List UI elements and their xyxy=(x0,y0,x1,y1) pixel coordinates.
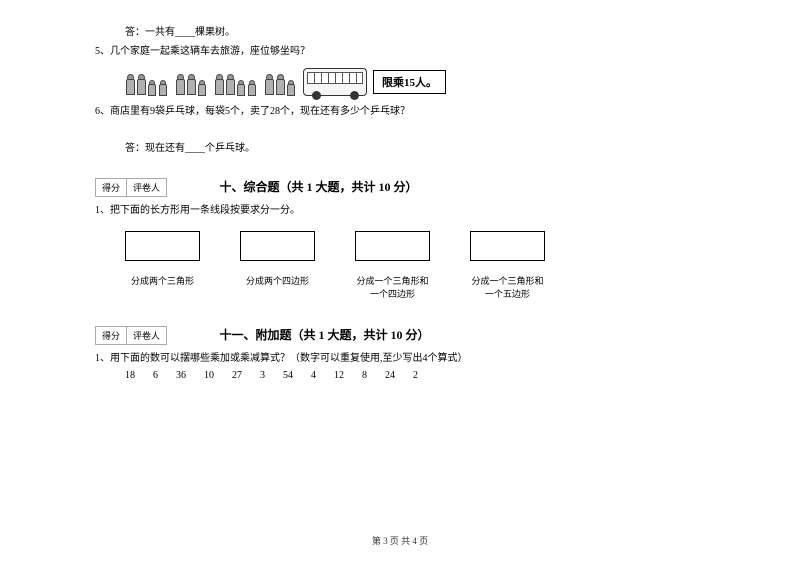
bus-limit-label: 限乘15人。 xyxy=(373,70,446,94)
section10-q1: 1、把下面的长方形用一条线段按要求分一分。 xyxy=(95,203,705,219)
reviewer-label: 评卷人 xyxy=(127,179,166,196)
people-group-4 xyxy=(264,74,295,96)
person-icon xyxy=(264,74,273,96)
score-box: 得分 评卷人 xyxy=(95,178,167,197)
person-icon xyxy=(225,74,234,96)
people-group-1 xyxy=(125,74,167,96)
numbers-row: 18 6 36 10 27 3 54 4 12 8 24 2 xyxy=(95,370,705,381)
rectangles-row: 分成两个三角形 分成两个四边形 分成一个三角形和 一个四边形 分成一个三角形和 … xyxy=(125,231,705,300)
rectangle-shape xyxy=(125,231,200,261)
q6-text: 6、商店里有9袋乒乓球，每袋5个，卖了28个，现在还有多少个乒乓球？ xyxy=(95,104,705,120)
number-item: 2 xyxy=(413,370,418,381)
number-item: 54 xyxy=(283,370,293,381)
bus-wrapper: 限乘15人。 xyxy=(303,68,446,96)
rectangle-shape xyxy=(240,231,315,261)
bus-icon xyxy=(303,68,367,96)
person-icon xyxy=(136,74,145,96)
people-group-2 xyxy=(175,74,206,96)
rect-label-4-line2: 一个五边形 xyxy=(485,289,530,299)
rect-label-3-line1: 分成一个三角形和 xyxy=(356,276,428,286)
rect-item-3: 分成一个三角形和 一个四边形 xyxy=(355,231,430,300)
q5-illustration: 限乘15人。 xyxy=(125,68,705,96)
rect-label-1: 分成两个三角形 xyxy=(131,275,194,288)
people-group-3 xyxy=(214,74,256,96)
rect-label-4: 分成一个三角形和 一个五边形 xyxy=(471,275,543,300)
rect-item-2: 分成两个四边形 xyxy=(240,231,315,300)
person-icon xyxy=(125,74,134,96)
rectangle-shape xyxy=(470,231,545,261)
rect-item-4: 分成一个三角形和 一个五边形 xyxy=(470,231,545,300)
section11-q1: 1、用下面的数可以摆哪些乘加或乘减算式？（数字可以重复使用,至少写出4个算式） xyxy=(95,351,705,367)
score-box: 得分 评卷人 xyxy=(95,326,167,345)
page-footer: 第 3 页 共 4 页 xyxy=(0,534,800,547)
rect-label-3-line2: 一个四边形 xyxy=(370,289,415,299)
person-icon xyxy=(247,80,256,96)
number-item: 4 xyxy=(311,370,316,381)
q6-answer-line: 答：现在还有____个乒乓球。 xyxy=(95,141,705,157)
section-11-title: 十一、附加题（共 1 大题，共计 10 分） xyxy=(220,328,430,342)
number-item: 6 xyxy=(153,370,158,381)
rect-item-1: 分成两个三角形 xyxy=(125,231,200,300)
number-item: 12 xyxy=(334,370,344,381)
rect-label-4-line1: 分成一个三角形和 xyxy=(471,276,543,286)
number-item: 8 xyxy=(362,370,367,381)
person-icon xyxy=(236,80,245,96)
rect-label-3: 分成一个三角形和 一个四边形 xyxy=(356,275,428,300)
person-icon xyxy=(147,80,156,96)
rect-label-2: 分成两个四边形 xyxy=(246,275,309,288)
person-icon xyxy=(286,80,295,96)
number-item: 10 xyxy=(204,370,214,381)
q5-text: 5、几个家庭一起乘这辆车去旅游，座位够坐吗？ xyxy=(95,44,705,60)
rectangle-shape xyxy=(355,231,430,261)
score-label: 得分 xyxy=(96,179,127,196)
number-item: 18 xyxy=(125,370,135,381)
number-item: 36 xyxy=(176,370,186,381)
number-item: 27 xyxy=(232,370,242,381)
q4-answer-line: 答：一共有____棵果树。 xyxy=(95,25,705,41)
number-item: 24 xyxy=(385,370,395,381)
section-10-title: 十、综合题（共 1 大题，共计 10 分） xyxy=(220,180,418,194)
reviewer-label: 评卷人 xyxy=(127,327,166,344)
person-icon xyxy=(275,74,284,96)
person-icon xyxy=(186,74,195,96)
score-label: 得分 xyxy=(96,327,127,344)
number-item: 3 xyxy=(260,370,265,381)
person-icon xyxy=(175,74,184,96)
person-icon xyxy=(197,80,206,96)
person-icon xyxy=(158,80,167,96)
person-icon xyxy=(214,74,223,96)
